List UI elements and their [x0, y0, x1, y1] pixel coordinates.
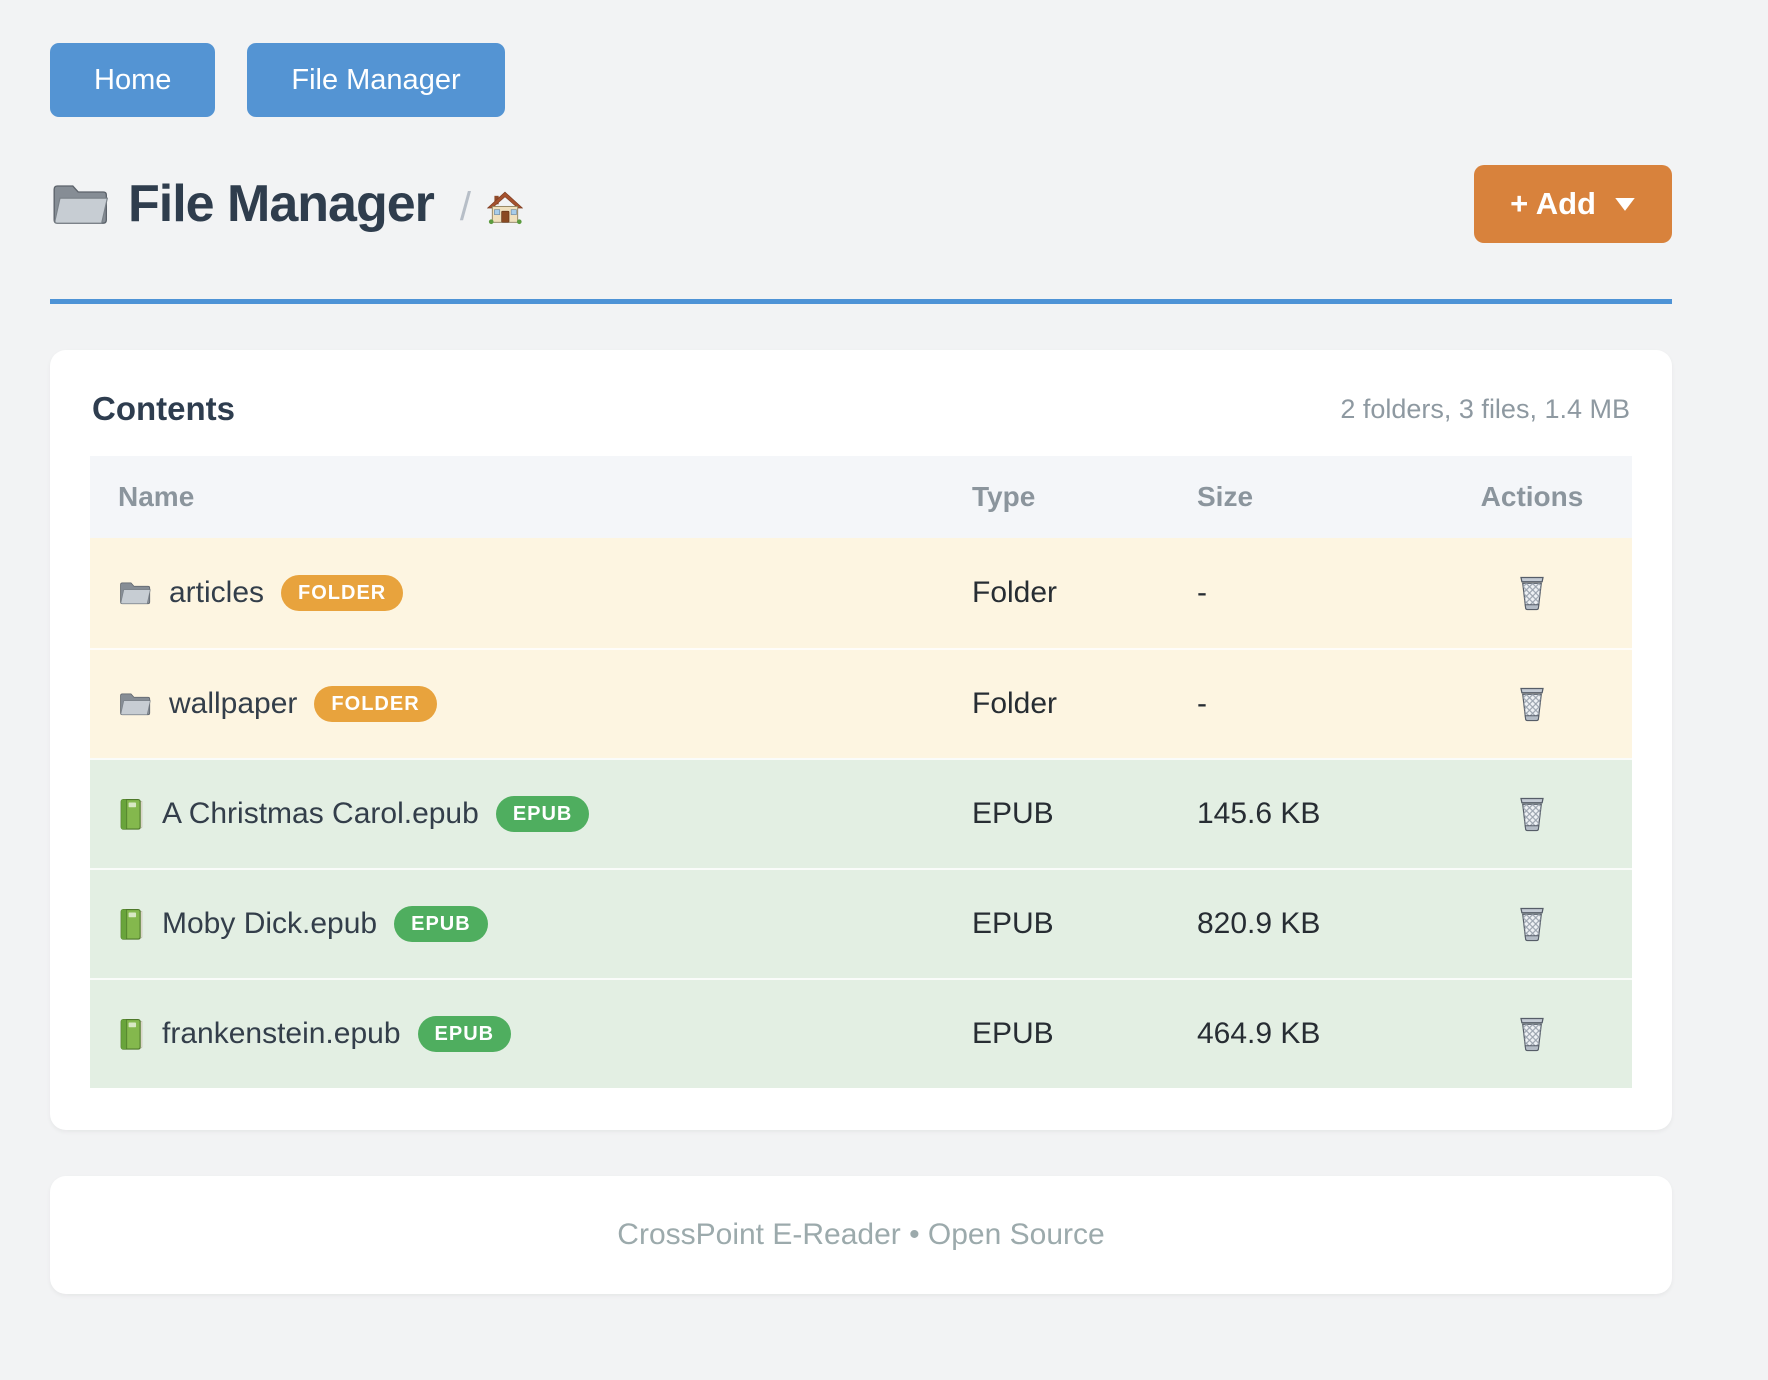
- item-size: -: [1197, 576, 1207, 609]
- trash-icon: [1520, 576, 1544, 610]
- book-icon: [118, 798, 145, 831]
- name-cell: Moby Dick.epub EPUB: [90, 906, 972, 942]
- add-button[interactable]: + Add: [1474, 165, 1672, 243]
- table-row[interactable]: wallpaper FOLDER Folder -: [90, 648, 1632, 758]
- trash-icon: [1520, 797, 1544, 831]
- trash-icon: [1520, 687, 1544, 721]
- folder-icon: [118, 579, 152, 607]
- delete-button[interactable]: [1513, 791, 1551, 837]
- delete-button[interactable]: [1513, 1011, 1551, 1057]
- file-manager-page: Home File Manager File Manager / + Add C…: [50, 0, 1672, 1294]
- column-header-size: Size: [1197, 481, 1254, 512]
- add-button-label: + Add: [1510, 186, 1596, 221]
- trash-icon: [1520, 1017, 1544, 1051]
- table-row[interactable]: Moby Dick.epub EPUB EPUB 820.9 KB: [90, 868, 1632, 978]
- name-cell: wallpaper FOLDER: [90, 686, 972, 722]
- table-row[interactable]: frankenstein.epub EPUB EPUB 464.9 KB: [90, 978, 1632, 1088]
- home-icon[interactable]: [487, 191, 523, 225]
- folder-icon: [118, 690, 152, 718]
- table-row[interactable]: A Christmas Carol.epub EPUB EPUB 145.6 K…: [90, 758, 1632, 868]
- name-cell: A Christmas Carol.epub EPUB: [90, 796, 972, 832]
- column-header-name: Name: [118, 481, 195, 512]
- page-header: File Manager / + Add: [50, 165, 1672, 243]
- name-cell: articles FOLDER: [90, 575, 972, 611]
- card-header: Contents 2 folders, 3 files, 1.4 MB: [90, 390, 1632, 456]
- item-type: Folder: [972, 576, 1058, 609]
- column-header-type: Type: [972, 481, 1036, 512]
- actions-cell: [1432, 1011, 1632, 1058]
- item-name[interactable]: Moby Dick.epub: [162, 907, 378, 940]
- epub-badge: EPUB: [394, 906, 488, 942]
- table-header-row: Name Type Size Actions: [90, 456, 1632, 538]
- nav-file-manager-button[interactable]: File Manager: [247, 43, 505, 117]
- epub-badge: EPUB: [495, 796, 590, 832]
- contents-table: Name Type Size Actions articles FOLDER F…: [90, 456, 1632, 1088]
- table-row[interactable]: articles FOLDER Folder -: [90, 538, 1632, 648]
- item-name[interactable]: wallpaper: [169, 687, 298, 720]
- nav-home-button[interactable]: Home: [50, 43, 216, 117]
- actions-cell: [1432, 791, 1632, 838]
- title-group: File Manager /: [50, 174, 523, 234]
- caret-down-icon: [1614, 196, 1636, 212]
- footer: CrossPoint E-Reader • Open Source: [50, 1176, 1672, 1294]
- delete-button[interactable]: [1513, 681, 1551, 727]
- item-name[interactable]: articles: [169, 576, 265, 609]
- item-size: 145.6 KB: [1197, 797, 1321, 830]
- folder-badge: FOLDER: [314, 686, 437, 722]
- trash-icon: [1520, 907, 1544, 941]
- actions-cell: [1432, 570, 1632, 617]
- epub-badge: EPUB: [417, 1016, 512, 1052]
- breadcrumb-separator: /: [459, 184, 471, 229]
- item-size: 820.9 KB: [1197, 907, 1321, 940]
- folder-badge: FOLDER: [281, 575, 404, 611]
- item-name[interactable]: frankenstein.epub: [162, 1017, 401, 1050]
- top-navigation: Home File Manager: [50, 43, 1672, 117]
- delete-button[interactable]: [1513, 570, 1551, 616]
- item-size: -: [1197, 687, 1207, 720]
- contents-card: Contents 2 folders, 3 files, 1.4 MB Name…: [50, 350, 1672, 1130]
- book-icon: [118, 1018, 145, 1051]
- delete-button[interactable]: [1513, 901, 1551, 947]
- actions-cell: [1432, 901, 1632, 948]
- item-type: Folder: [972, 687, 1058, 720]
- book-icon: [118, 908, 145, 941]
- item-type: EPUB: [972, 907, 1054, 940]
- contents-summary: 2 folders, 3 files, 1.4 MB: [1340, 393, 1630, 424]
- item-type: EPUB: [972, 1017, 1054, 1050]
- item-type: EPUB: [972, 797, 1054, 830]
- item-name[interactable]: A Christmas Carol.epub: [162, 797, 479, 830]
- header-divider: [50, 299, 1672, 304]
- item-size: 464.9 KB: [1197, 1017, 1321, 1050]
- contents-heading: Contents: [92, 390, 235, 427]
- actions-cell: [1432, 681, 1632, 728]
- name-cell: frankenstein.epub EPUB: [90, 1016, 972, 1052]
- column-header-actions: Actions: [1480, 481, 1584, 512]
- page-title: File Manager: [128, 175, 435, 233]
- footer-text: CrossPoint E-Reader • Open Source: [617, 1218, 1105, 1251]
- folder-icon: [53, 185, 109, 224]
